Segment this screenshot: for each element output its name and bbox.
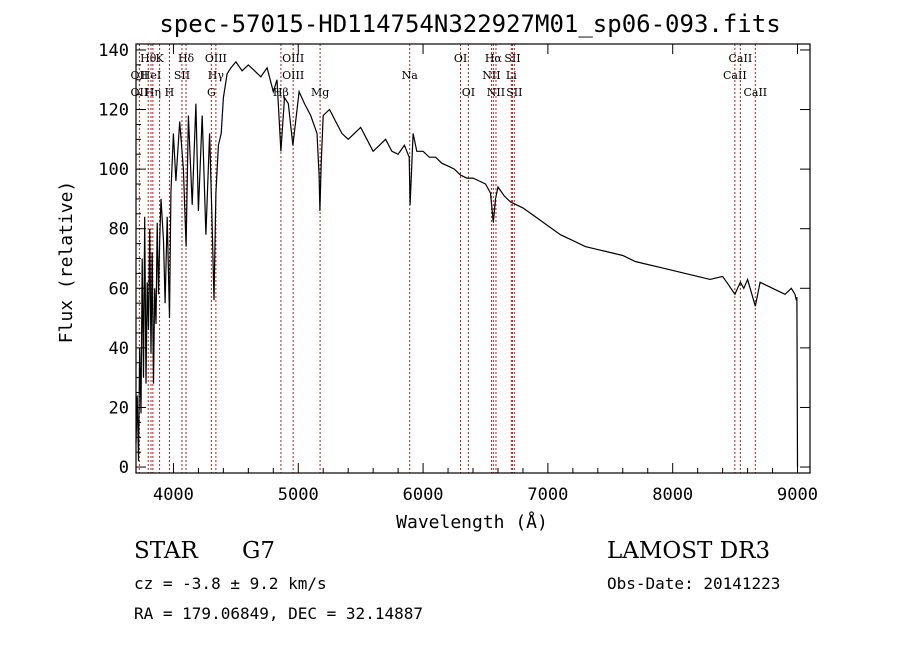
y-tick-label: 80 [109, 220, 129, 240]
x-tick-label: 7000 [527, 485, 568, 505]
coordinates-info: RA = 179.06849, DEC = 32.14887 [134, 604, 423, 623]
chart-title: spec-57015-HD114754N322927M01_sp06-093.f… [159, 10, 780, 38]
x-tick-label: 6000 [403, 485, 444, 505]
y-tick-label: 40 [109, 339, 129, 359]
line-marker-label: Li [506, 69, 517, 82]
line-marker-label: CaII [729, 52, 753, 65]
line-marker-label: OIII [282, 52, 304, 65]
axis-tick-labels: 4000 5000 6000 7000 8000 9000 0 20 40 60 80 100 120 1… [98, 41, 818, 505]
line-marker-label: G [207, 86, 216, 99]
y-tick-label: 0 [119, 458, 129, 478]
y-axis-label: Flux (relative) [56, 181, 77, 344]
line-marker-label: NII [482, 69, 500, 82]
y-tick-label: 60 [109, 279, 129, 299]
line-marker-label: H [165, 86, 175, 99]
line-marker-label: Hδ [178, 52, 195, 65]
line-marker-label: K [155, 52, 164, 65]
x-tick-label: 5000 [278, 485, 319, 505]
line-marker-label: OI [454, 52, 467, 65]
line-marker-label: Mg [311, 86, 329, 99]
object-class: STAR [134, 538, 198, 564]
line-marker-label: OII [131, 69, 149, 82]
y-tick-label: 100 [98, 160, 129, 180]
plot-frame [135, 43, 811, 474]
line-marker-label: Hη [145, 86, 161, 99]
redshift-info: cz = -3.8 ± 9.2 km/s [134, 574, 327, 593]
line-marker-label: Hβ [273, 86, 289, 99]
axis-ticks [136, 44, 810, 473]
line-marker-label: SII [174, 69, 190, 82]
x-tick-label: 4000 [153, 485, 194, 505]
line-marker-label: SII [506, 86, 522, 99]
line-marker-label: OII [131, 86, 149, 99]
spectral-subclass: G7 [242, 538, 276, 564]
line-marker-label: CaII [723, 69, 747, 82]
line-marker-label: Hθ [140, 52, 157, 65]
line-marker-label: NII [487, 86, 505, 99]
x-tick-label: 9000 [777, 485, 818, 505]
line-marker-label: OI [462, 86, 475, 99]
observation-date: Obs-Date: 20141223 [607, 574, 781, 593]
line-markers [138, 44, 756, 473]
line-marker-label: HeI [141, 69, 161, 82]
line-marker-label: Hγ [208, 69, 225, 82]
spectrum-line [135, 60, 799, 468]
survey-name: LAMOST DR3 [607, 538, 771, 564]
x-axis-label: Wavelength (Å) [396, 511, 548, 533]
y-tick-label: 20 [109, 398, 129, 418]
x-tick-label: 8000 [652, 485, 693, 505]
y-tick-label: 140 [98, 41, 129, 61]
line-marker-label: OIII [205, 52, 227, 65]
line-marker-label: OIII [282, 69, 304, 82]
line-marker-label: SII [504, 52, 520, 65]
y-tick-label: 120 [98, 101, 129, 121]
line-marker-label: CaII [743, 86, 767, 99]
line-marker-label: Na [402, 69, 419, 82]
line-marker-label: Hα [485, 52, 503, 65]
